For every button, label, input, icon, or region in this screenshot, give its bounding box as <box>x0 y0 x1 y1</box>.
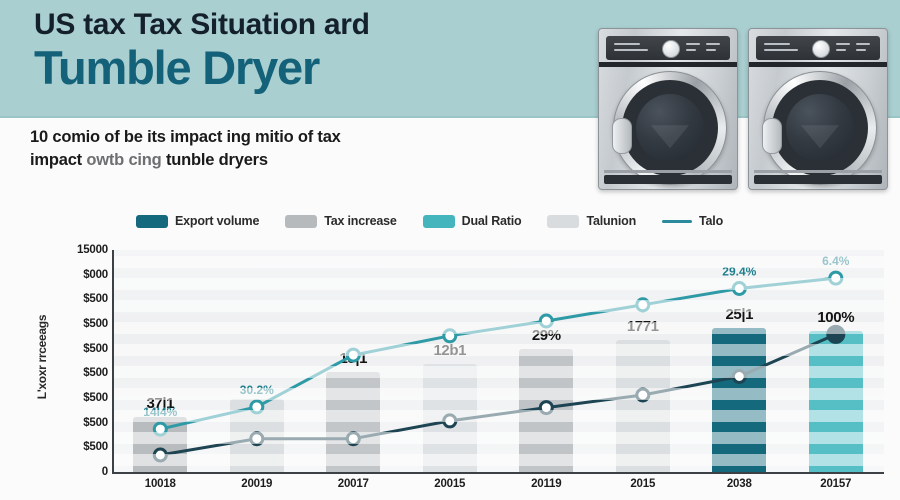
tumble-dryer-icon-1 <box>598 28 738 190</box>
x-tick-label: 20017 <box>337 478 369 490</box>
x-tick-label: 2038 <box>726 478 752 490</box>
grid-band <box>112 300 884 312</box>
y-tick-label: $500 <box>83 367 108 380</box>
grid-band <box>112 366 884 378</box>
y-tick-label: $500 <box>83 416 108 429</box>
grid-band <box>112 410 884 422</box>
legend-swatch-icon <box>422 214 455 228</box>
legend-label: Tax increase <box>324 214 397 228</box>
legend-label: Talunion <box>586 214 637 228</box>
y-tick-label: $500 <box>83 392 108 404</box>
y-tick-label: $500 <box>83 318 108 330</box>
subtitle-line2-a: impact <box>30 151 87 170</box>
legend-swatch-icon <box>547 214 580 228</box>
subtitle-line2-b: tunble dryers <box>165 151 268 170</box>
legend-label: Talo <box>699 214 723 228</box>
dryer-door-latch <box>762 118 782 154</box>
legend-item-1[interactable]: Tax increase <box>285 214 397 228</box>
y-tick-label: $000 <box>83 268 108 281</box>
dryer-control-panel <box>756 36 880 60</box>
y-axis-ticks: 15000 $000 $500 $500 $500 $500 $500 $500 $500 0 <box>0 244 108 500</box>
y-tick-label: $500 <box>83 342 108 355</box>
line-point-label: 29.4% <box>722 265 756 279</box>
subtitle-line1: 10 comio of be its impact ing mitio of t… <box>30 128 341 146</box>
x-tick-label: 20119 <box>531 478 562 490</box>
legend-label: Dual Ratio <box>461 214 522 228</box>
dryer-control-panel <box>606 36 730 60</box>
grid-band <box>112 278 884 290</box>
grid-band <box>112 432 884 444</box>
legend-swatch-icon <box>136 214 168 228</box>
grid-band <box>112 344 884 356</box>
legend-item-3[interactable]: Talunion <box>547 214 636 228</box>
y-tick-label: 15000 <box>77 244 108 256</box>
grid-band <box>112 388 884 400</box>
tumble-dryer-icon-2 <box>748 28 888 190</box>
chart-legend: Export volume Tax increase Dual Ratio Talun… <box>136 214 723 228</box>
subtitle-text: 10 comio of be its impact ing mitio of t… <box>30 126 450 173</box>
y-axis-line <box>112 250 114 472</box>
x-axis-labels: 10018 20019 20017 20015 20119 2015 2038 20157 <box>112 478 884 500</box>
subtitle-line2-faint: owtb cing <box>86 151 166 170</box>
grid-band <box>112 322 884 334</box>
dryer-door-icon <box>762 71 877 185</box>
y-tick-label: 0 <box>101 466 108 478</box>
title-block: US tax Tax Situation ard Tumble Dryer <box>34 8 594 92</box>
dryer-knob-icon <box>812 40 830 58</box>
legend-item-2[interactable]: Dual Ratio <box>422 214 522 228</box>
legend-swatch-icon <box>285 214 318 228</box>
dryer-body <box>598 28 738 190</box>
y-tick-label: $500 <box>83 441 108 454</box>
x-tick-label: 10018 <box>144 478 176 490</box>
grid-band <box>112 256 884 268</box>
tumble-dryer-illustration <box>598 28 894 190</box>
x-tick-label: 20015 <box>434 478 466 490</box>
legend-swatch-icon <box>662 219 693 223</box>
grid-band <box>112 454 884 466</box>
bar-2015[interactable] <box>615 340 670 472</box>
legend-item-4[interactable]: Talo <box>662 214 723 228</box>
x-tick-label: 2015 <box>630 478 656 490</box>
page-title-line2: Tumble Dryer <box>34 40 320 94</box>
legend-label: Export volume <box>175 214 260 228</box>
dryer-body <box>748 28 888 190</box>
dryer-door-icon <box>612 71 727 185</box>
x-tick-label: 20019 <box>241 478 273 490</box>
y-tick-label: $500 <box>83 293 108 306</box>
legend-item-0[interactable]: Export volume <box>136 214 259 228</box>
dryer-door-latch <box>612 118 632 154</box>
x-axis-line <box>112 472 884 474</box>
dryer-knob-icon <box>662 40 680 58</box>
page-title-line1: US tax Tax Situation ard <box>34 8 370 41</box>
x-tick-label: 20157 <box>820 478 852 490</box>
